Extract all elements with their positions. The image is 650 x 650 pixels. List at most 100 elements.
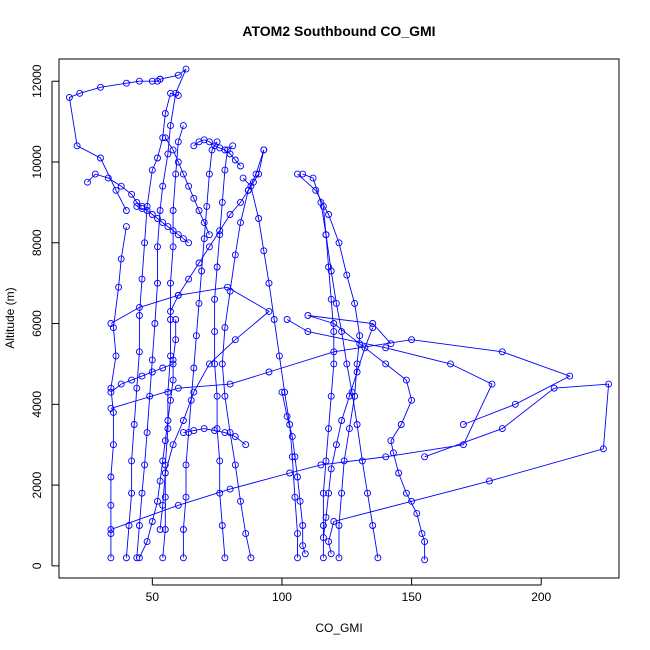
data-point xyxy=(242,441,250,449)
data-point xyxy=(275,352,283,360)
data-point xyxy=(283,316,291,323)
data-point xyxy=(281,388,289,396)
data-point xyxy=(418,530,426,538)
data-point xyxy=(226,429,234,437)
data-point xyxy=(335,522,343,529)
data-point xyxy=(374,554,382,562)
data-point xyxy=(185,275,193,283)
series-5 xyxy=(159,122,187,562)
data-point xyxy=(408,497,416,505)
data-point xyxy=(164,150,172,158)
data-point xyxy=(156,477,164,485)
series-17 xyxy=(107,283,273,533)
data-point xyxy=(330,328,338,336)
data-point xyxy=(190,142,198,150)
data-point xyxy=(200,235,208,243)
data-point xyxy=(216,457,224,465)
data-point xyxy=(169,227,177,235)
data-point xyxy=(164,425,172,433)
data-point xyxy=(459,441,467,449)
data-point xyxy=(112,352,120,360)
data-point xyxy=(154,243,161,251)
series-line xyxy=(110,339,571,425)
data-point xyxy=(283,412,291,420)
data-point xyxy=(237,219,244,227)
series-21 xyxy=(278,388,309,558)
data-point xyxy=(172,336,180,344)
data-point xyxy=(104,174,112,182)
x-axis-label: CO_GMI xyxy=(315,621,362,635)
data-point xyxy=(353,368,361,376)
data-point xyxy=(402,489,410,497)
data-point xyxy=(299,542,307,550)
data-point xyxy=(369,522,377,529)
data-point xyxy=(122,223,130,231)
data-point xyxy=(325,538,333,546)
series-11 xyxy=(294,170,364,562)
data-point xyxy=(107,384,115,392)
data-point xyxy=(169,146,177,154)
data-point xyxy=(260,247,268,255)
data-point xyxy=(167,316,174,323)
data-point xyxy=(141,239,149,247)
data-point xyxy=(294,170,301,178)
data-point xyxy=(154,497,161,505)
data-point xyxy=(169,207,177,214)
data-point xyxy=(91,170,99,178)
data-point xyxy=(231,433,239,441)
data-point xyxy=(312,186,320,194)
data-point xyxy=(322,231,330,239)
series-4 xyxy=(122,89,182,562)
data-point xyxy=(156,75,164,83)
series-7 xyxy=(211,142,237,562)
data-point xyxy=(421,453,429,461)
plot-frame xyxy=(58,58,620,579)
data-point xyxy=(182,65,190,73)
data-point xyxy=(107,473,115,481)
data-point xyxy=(218,522,226,529)
data-point xyxy=(107,526,115,533)
series-15 xyxy=(325,380,613,558)
data-point xyxy=(156,207,164,214)
data-point xyxy=(148,166,156,174)
data-point xyxy=(128,457,136,465)
data-point xyxy=(107,554,115,562)
data-point xyxy=(198,267,206,275)
data-point xyxy=(345,392,353,400)
data-point xyxy=(122,79,130,87)
data-point xyxy=(135,348,143,356)
data-point xyxy=(130,421,138,428)
data-point xyxy=(135,77,143,85)
data-point xyxy=(343,360,351,368)
data-point xyxy=(161,526,169,533)
data-point xyxy=(84,178,91,186)
data-point xyxy=(327,392,335,400)
data-point xyxy=(128,376,136,384)
y-tick-label: 4000 xyxy=(30,391,44,418)
data-point xyxy=(174,138,182,146)
data-point xyxy=(369,320,377,327)
data-point xyxy=(325,425,333,433)
data-point xyxy=(205,231,213,239)
data-point xyxy=(211,295,219,303)
series-12 xyxy=(319,202,382,562)
x-axis: 50 100 150 200 xyxy=(146,578,552,604)
data-point xyxy=(231,156,239,164)
data-point xyxy=(156,526,164,533)
chart-title: ATOM2 Southbound CO_GMI xyxy=(242,23,435,39)
data-point xyxy=(485,477,493,485)
data-point xyxy=(397,421,405,428)
series-19 xyxy=(190,136,244,170)
data-point xyxy=(97,154,104,162)
data-point xyxy=(226,211,234,218)
data-point xyxy=(169,376,177,384)
data-point xyxy=(317,461,325,469)
data-point xyxy=(148,356,156,364)
data-point xyxy=(117,255,125,263)
data-point xyxy=(107,320,115,327)
data-point xyxy=(73,142,81,150)
data-point xyxy=(265,279,273,287)
series-line xyxy=(322,206,379,558)
data-point xyxy=(382,453,390,461)
data-point xyxy=(76,89,84,97)
